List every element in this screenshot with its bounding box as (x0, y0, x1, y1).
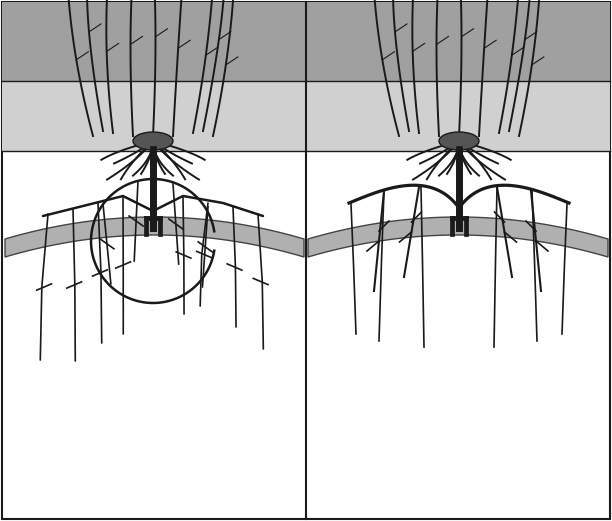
Polygon shape (5, 217, 304, 257)
Bar (306, 2, 610, 151)
Bar (456, 151, 462, 231)
Ellipse shape (133, 132, 173, 150)
Bar (150, 146, 156, 231)
Bar (450, 216, 468, 220)
Bar (464, 216, 468, 236)
Bar (450, 216, 454, 236)
Bar (306, 2, 610, 81)
Bar (2, 2, 306, 81)
Bar (2, 2, 306, 151)
Bar (158, 216, 162, 236)
Ellipse shape (439, 132, 479, 150)
Bar (144, 216, 162, 220)
Bar (456, 146, 462, 231)
Bar (144, 216, 148, 236)
Polygon shape (308, 217, 608, 257)
Bar (150, 151, 156, 231)
